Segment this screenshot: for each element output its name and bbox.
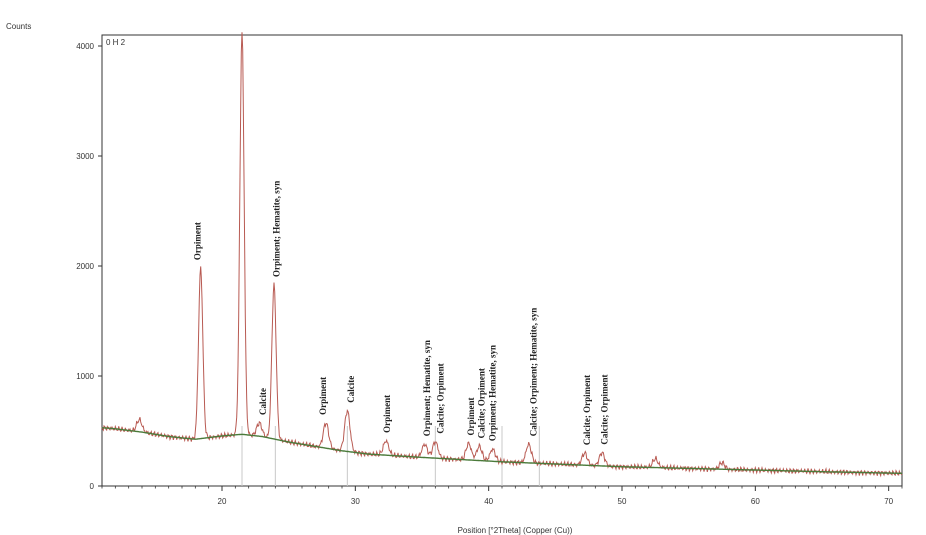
x-tick-label: 70 [884,497,893,506]
peak-annotation: Calcite [346,376,356,403]
peak-annotation: Orpiment; Hematite, syn [487,345,497,441]
x-tick-label: 20 [218,497,227,506]
y-tick-label: 1000 [76,372,94,381]
x-tick-label: 60 [751,497,760,506]
y-tick-label: 0 [90,482,95,491]
plot-frame [101,34,903,487]
peak-annotation: Orpiment; Hematite, syn [271,181,281,277]
background-fit-line [101,427,902,474]
peak-annotation: Calcite; Orpiment [582,375,592,445]
peak-annotation: Orpiment; Hematite, syn [422,340,432,436]
y-axis-label: Counts [6,22,31,31]
x-tick-label: 40 [484,497,493,506]
diffraction-pattern-line [101,32,903,478]
peak-annotation: Orpiment [318,377,328,415]
y-tick-label: 3000 [76,152,94,161]
inset-label: 0 H 2 [106,38,126,47]
peak-annotation: Calcite; Orpiment [599,374,609,444]
y-tick-label: 4000 [76,42,94,51]
peak-annotation: Orpiment [193,222,203,260]
peak-annotation: Orpiment [466,398,476,436]
x-tick-label: 30 [351,497,360,506]
peak-annotation: Orpiment [382,395,392,433]
x-axis-label: Position [°2Theta] (Copper (Cu)) [458,526,573,535]
y-tick-label: 2000 [76,262,94,271]
x-tick-label: 50 [618,497,627,506]
peak-annotation: Calcite; Orpiment [435,363,445,433]
peak-annotation: Calcite; Orpiment; Hematite, syn [529,308,539,436]
plot-area: 0 H 2 0 1000 2000 3000 4000 20 30 40 50 60 70 Orpime… [76,32,903,506]
peak-annotation: Calcite; Orpiment [477,368,487,438]
peak-annotation: Calcite [258,388,268,415]
